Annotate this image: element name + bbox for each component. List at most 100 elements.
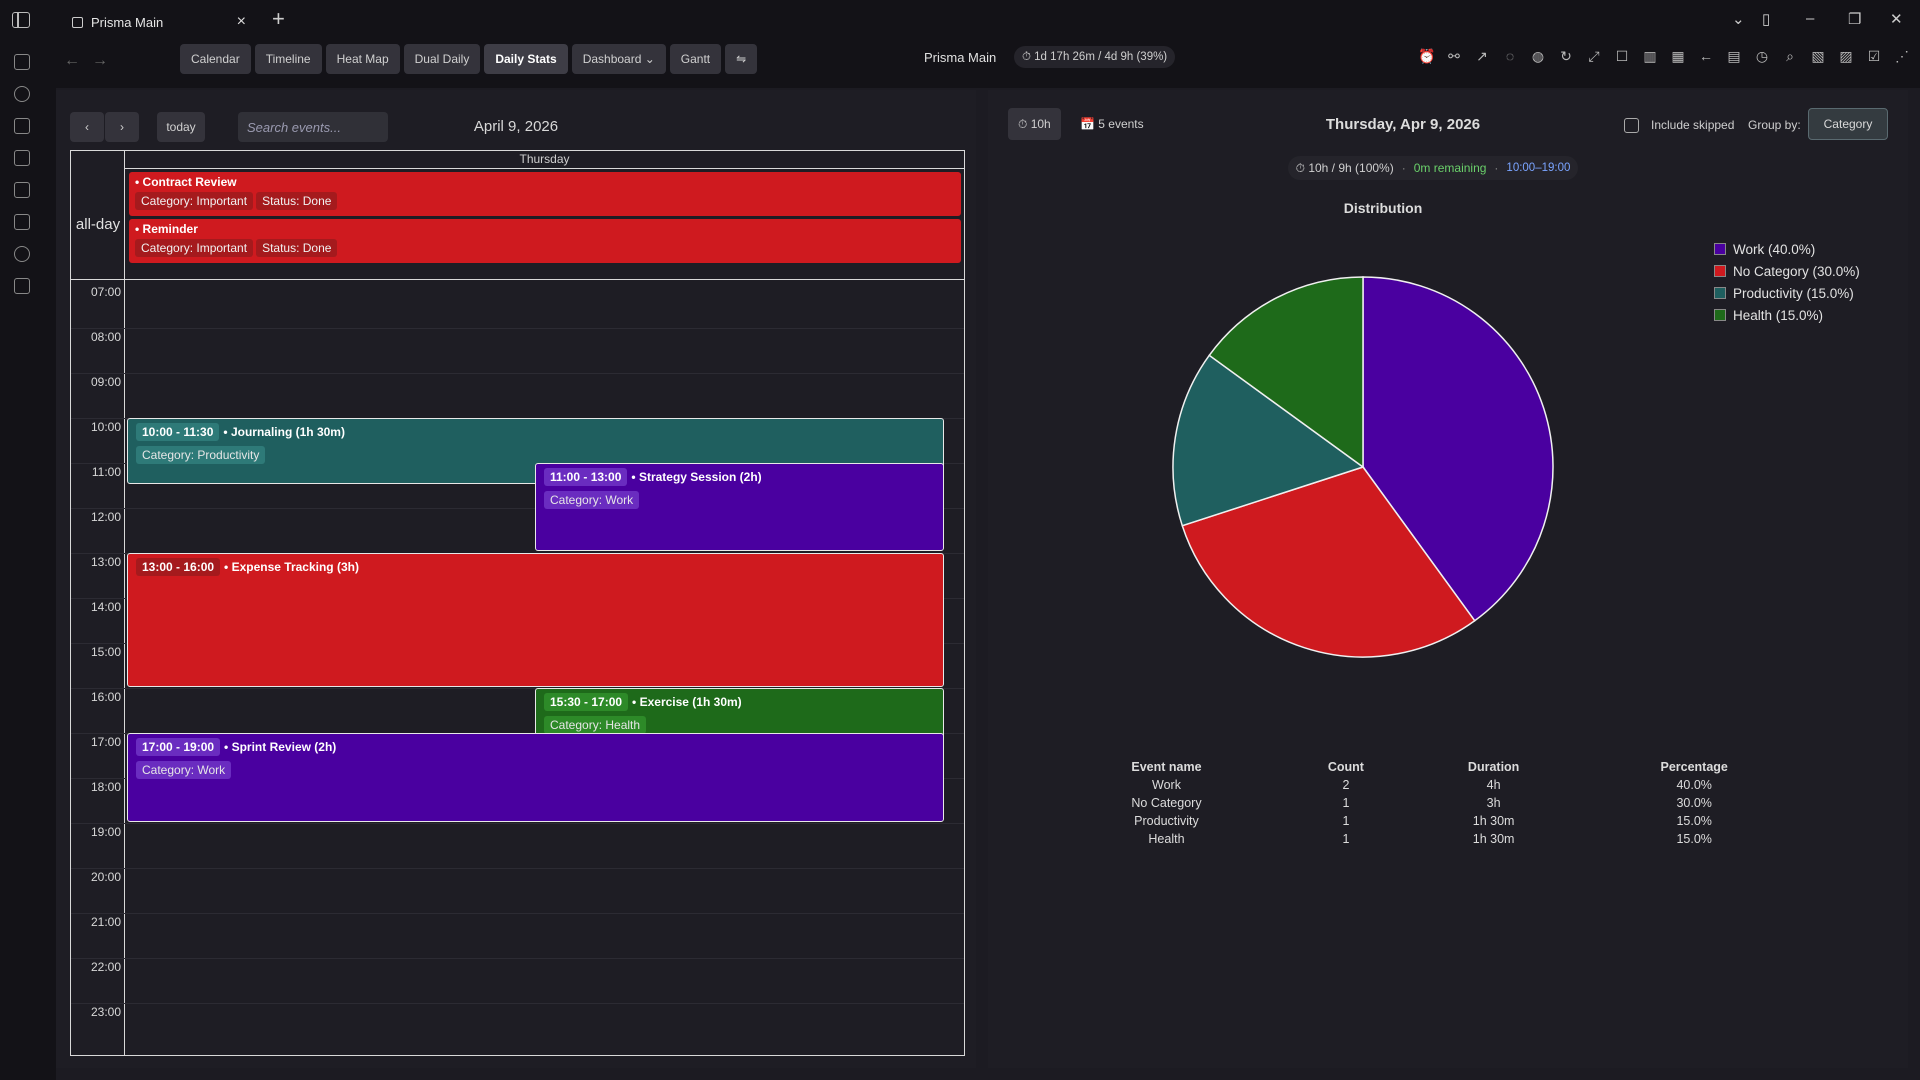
view-button[interactable]: Dashboard ⌄: [571, 44, 666, 74]
back-arrow-icon[interactable]: ←: [64, 52, 80, 69]
event-category: Category: Work: [544, 491, 640, 509]
event-time: 13:00 - 16:00: [136, 558, 221, 576]
file-icon[interactable]: [14, 54, 30, 70]
table-row: Work 2 4h 40.0%: [1048, 776, 1808, 794]
pie-slice-productivity[interactable]: [1172, 354, 1365, 527]
calendar-edit-icon[interactable]: ▨: [1839, 48, 1853, 64]
day-grid: Thursday all-day • Contract Review Categ…: [70, 150, 965, 1056]
search-input[interactable]: Search events...: [238, 112, 388, 142]
calendar-off-icon[interactable]: ▧: [1811, 48, 1825, 64]
summary-total: ⏱ 10h / 9h (100%): [1295, 160, 1394, 175]
view-button[interactable]: Dual Daily: [403, 44, 481, 74]
trend-icon[interactable]: ↗: [1476, 48, 1488, 64]
palette-icon[interactable]: ◍: [1531, 48, 1545, 64]
view-button[interactable]: Heat Map: [325, 44, 400, 74]
hour-label: 17:00: [90, 735, 121, 749]
table-cell: 15.0%: [1676, 814, 1712, 828]
hour-line: [71, 373, 125, 374]
arrow-left-icon[interactable]: ←: [1699, 48, 1713, 64]
left-ribbon: [0, 42, 56, 1080]
eye-off-icon[interactable]: ◌: [1505, 48, 1515, 64]
event-name: • Expense Tracking (3h): [224, 560, 359, 574]
chevron-down-icon[interactable]: ⌄: [1732, 11, 1745, 28]
graph-icon[interactable]: [14, 86, 30, 102]
bot-icon[interactable]: ☐: [1615, 48, 1629, 64]
legend-item[interactable]: Productivity (15.0%): [1714, 282, 1860, 304]
view-button[interactable]: Timeline: [254, 44, 322, 74]
legend-swatch: [1714, 243, 1726, 255]
hour-label: 22:00: [90, 960, 121, 974]
event-category: Category: Productivity: [136, 446, 266, 464]
pie-slice-work[interactable]: [1362, 276, 1554, 622]
sliders-icon[interactable]: ⋰: [1895, 48, 1909, 64]
hour-label: 23:00: [90, 1005, 121, 1019]
minimize-icon[interactable]: –: [1806, 10, 1815, 27]
summary-badge: ⏱ 10h / 9h (100%) · 0m remaining · 10:00…: [1288, 156, 1578, 180]
alarm-icon[interactable]: ⏰: [1418, 48, 1436, 64]
view-button[interactable]: ⇋: [725, 44, 758, 74]
new-tab-button[interactable]: +: [272, 6, 285, 31]
restore-icon[interactable]: ❐: [1848, 11, 1862, 28]
tab-prisma-main[interactable]: Prisma Main ×: [58, 9, 258, 35]
legend-item[interactable]: Work (40.0%): [1714, 238, 1860, 260]
checkbox-icon[interactable]: ☑: [1867, 48, 1881, 64]
include-skipped-checkbox[interactable]: [1624, 118, 1639, 133]
bar-chart-icon[interactable]: ▥: [1643, 48, 1657, 64]
list-icon[interactable]: [14, 214, 30, 230]
calendar-icon[interactable]: [14, 278, 30, 294]
legend-swatch: [1714, 309, 1726, 321]
today-button[interactable]: today: [157, 112, 205, 142]
terminal-icon[interactable]: [14, 182, 30, 198]
pie-slice-health[interactable]: [1208, 276, 1364, 469]
calendar-event[interactable]: 13:00 - 16:00 • Expense Tracking (3h): [127, 553, 944, 687]
route-icon[interactable]: ⚯: [1448, 48, 1460, 64]
copy-icon[interactable]: [14, 150, 30, 166]
calendar-event[interactable]: 17:00 - 19:00 • Sprint Review (2h) Categor…: [127, 733, 944, 822]
hour-label: 21:00: [90, 915, 121, 929]
table-cell: 2: [1342, 778, 1350, 792]
expand-icon[interactable]: ⤢: [1588, 48, 1600, 64]
pie-slice-no-category[interactable]: [1181, 466, 1476, 658]
vault-name: Prisma Main: [924, 50, 997, 65]
table-cell: 3h: [1486, 796, 1501, 810]
view-button[interactable]: Gantt: [669, 44, 722, 74]
category-pill: Category: Important: [135, 239, 254, 257]
forward-arrow-icon[interactable]: →: [92, 52, 108, 69]
search-icon[interactable]: ⌕: [1786, 48, 1794, 64]
table-cell: 1: [1342, 796, 1350, 810]
clock-icon[interactable]: ◷: [1755, 48, 1769, 64]
clock-icon[interactable]: [14, 246, 30, 262]
prev-button[interactable]: ‹: [70, 112, 104, 142]
hour-line: [71, 643, 125, 644]
separator: ·: [1401, 161, 1406, 175]
group-by-select[interactable]: Category: [1808, 108, 1888, 140]
view-button[interactable]: Daily Stats: [484, 44, 568, 74]
right-sidebar-icon[interactable]: ▯: [1762, 11, 1771, 28]
close-window-icon[interactable]: ✕: [1890, 11, 1903, 28]
table-header: Event name: [1131, 760, 1202, 774]
sidebar-toggle-icon[interactable]: [12, 12, 30, 28]
legend-item[interactable]: No Category (30.0%): [1714, 260, 1860, 282]
title-bar: Prisma Main × + ⌄ ▯ – ❐ ✕: [0, 0, 1920, 42]
timer-badge[interactable]: ⏱ 1d 17h 26m / 4d 9h (39%): [1014, 46, 1176, 68]
next-button[interactable]: ›: [105, 112, 139, 142]
hour-line: [71, 463, 125, 464]
legend-swatch: [1714, 265, 1726, 277]
allday-event[interactable]: • Reminder Category: Important Status: Do…: [129, 219, 961, 263]
hour-line: [125, 328, 964, 329]
table-cell: Health: [1148, 832, 1185, 846]
calendar-panel: ‹ › today Search events... April 9, 2026…: [56, 90, 976, 1068]
table-cell: No Category: [1131, 796, 1202, 810]
calendar-event[interactable]: 10:00 - 11:30 • Journaling (1h 30m) Catego…: [127, 418, 944, 484]
hour-line: [125, 373, 964, 374]
view-button[interactable]: Calendar: [180, 44, 251, 74]
allday-event[interactable]: • Contract Review Category: Important Sta…: [129, 172, 961, 216]
legend-item[interactable]: Health (15.0%): [1714, 304, 1860, 326]
refresh-icon[interactable]: ↻: [1560, 48, 1572, 64]
hours-button[interactable]: ⏱ 10h: [1008, 108, 1061, 140]
calendar-icon[interactable]: ▤: [1727, 48, 1741, 64]
close-icon[interactable]: ×: [236, 13, 246, 30]
calendar-event[interactable]: 11:00 - 13:00 • Strategy Session (2h) Cate…: [535, 463, 944, 551]
grid-icon[interactable]: [14, 118, 30, 134]
table-icon[interactable]: ▦: [1671, 48, 1685, 64]
